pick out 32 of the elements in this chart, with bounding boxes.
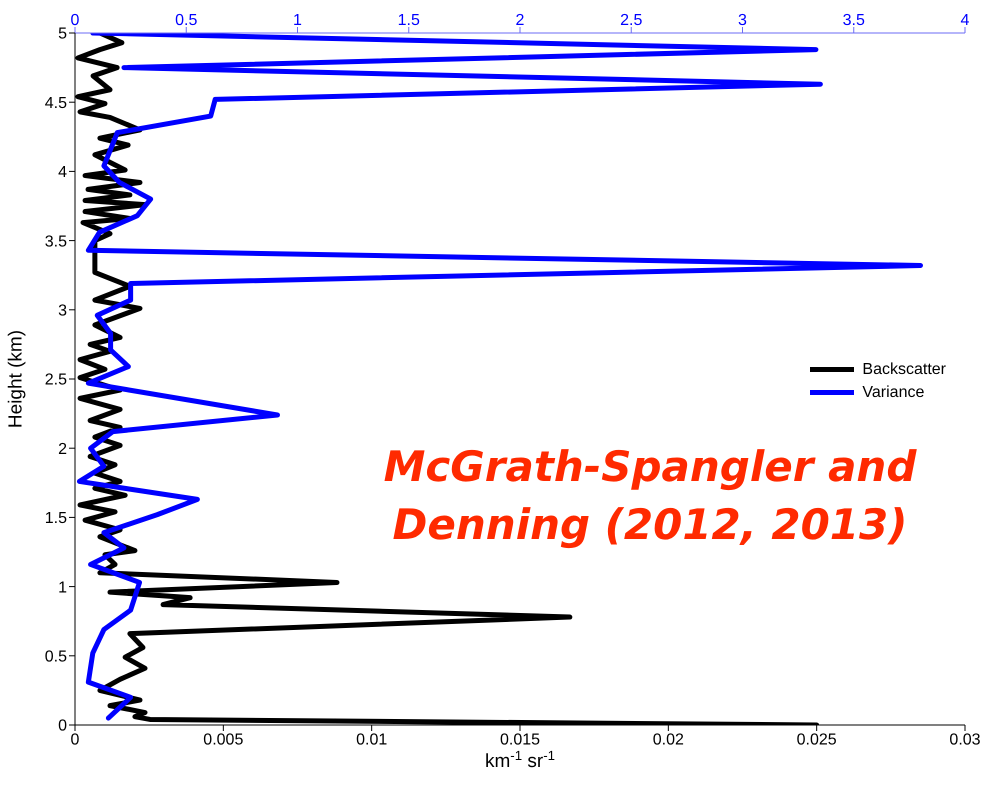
y-tick-label: 4 — [58, 164, 68, 182]
y-tick-label: 5 — [58, 26, 68, 43]
x2-tick-label: 3 — [738, 12, 748, 29]
x-tick-label: 0.025 — [796, 731, 837, 748]
y-tick-label: 4.5 — [44, 94, 68, 112]
x-tick-label: 0 — [70, 731, 80, 748]
y-tick-label: 0.5 — [44, 648, 68, 666]
annotation: McGrath-Spangler and Denning (2012, 2013) — [382, 441, 918, 551]
x2-tick-label: 1 — [293, 12, 302, 29]
y-tick-label: 2 — [58, 440, 68, 458]
x-tick-label: 0.03 — [949, 731, 981, 748]
x-tick-label: 0.005 — [203, 731, 244, 748]
x2-tick-label: 0.5 — [175, 12, 198, 29]
x2-tick-label: 2 — [516, 12, 525, 29]
y-tick-label: 3 — [58, 302, 68, 320]
y-tick-label: 3.5 — [44, 233, 68, 250]
x-axis-title: km$^{-1}$ sr$^{-1}$ — [484, 748, 556, 772]
x2-tick-label: 1.5 — [398, 12, 420, 29]
y-tick-label: 1.5 — [44, 510, 68, 528]
x2-tick-label: 4 — [960, 12, 970, 29]
y-axis-title: Height (km) — [6, 330, 27, 428]
y-tick-label: 0 — [58, 718, 68, 735]
x2-tick-label: 3.5 — [842, 12, 865, 29]
y-tick-label: 2.5 — [44, 372, 68, 389]
x-tick-label: 0.01 — [356, 731, 388, 748]
y-tick-label: 1 — [58, 579, 68, 596]
x-tick-label: 0.015 — [500, 731, 540, 748]
x2-tick-label: 0 — [70, 12, 80, 29]
x-tick-label: 0.02 — [652, 731, 684, 748]
x2-tick-label: 2.5 — [620, 12, 642, 29]
legend-label: Backscatter — [862, 360, 946, 380]
legend-label: Variance — [862, 383, 924, 403]
